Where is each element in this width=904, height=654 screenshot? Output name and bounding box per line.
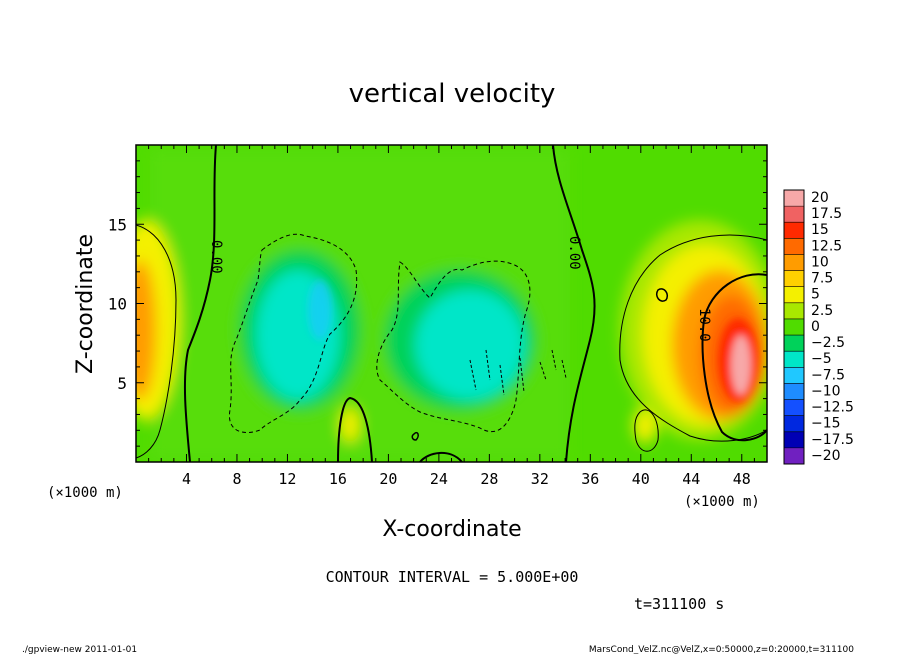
x-tick-label: 32 — [531, 470, 549, 488]
contour-neg-left — [228, 233, 358, 433]
x-axis: 4 8 12 16 20 24 28 32 36 40 44 48 — [148, 145, 755, 488]
footer-right-text: MarsCond_VelZ.nc@VelZ,x=0:50000,z=0:2000… — [589, 645, 854, 654]
colorbar-swatch — [784, 254, 804, 272]
colorbar-swatch — [784, 318, 804, 336]
contour-neg-right — [376, 260, 531, 433]
colorbar-swatch — [784, 399, 804, 417]
contour-zero-bubble-1 — [337, 396, 373, 462]
x-tick-label: 4 — [182, 470, 191, 488]
colorbar-swatch — [784, 270, 804, 288]
colorbar-frame — [783, 189, 805, 465]
colorbar-swatch — [784, 335, 804, 352]
colorbar-label: 12.5 — [811, 238, 842, 254]
colorbar-label: −5 — [811, 351, 832, 367]
contour-label-zero-right: 0.00 — [566, 236, 582, 270]
x-tick-label: 16 — [329, 470, 347, 488]
contour-ten-blob — [655, 288, 669, 302]
chart-title: vertical velocity — [349, 79, 556, 109]
colorbar-label: 17.5 — [811, 206, 842, 222]
x-axis-label: X-coordinate — [382, 517, 521, 542]
y-axis: 5 10 15 — [108, 160, 767, 447]
colorbar-swatch — [784, 190, 804, 207]
y-tick-label: 10 — [108, 295, 127, 314]
colorbar-label: −2.5 — [811, 335, 845, 351]
colorbar-swatch — [784, 431, 804, 449]
colorbar-label: 2.5 — [811, 303, 833, 319]
colorbar-swatch — [784, 238, 804, 255]
colorbar: 2017.51512.5107.552.50−2.5−5−7.5−10−12.5… — [783, 189, 854, 465]
contour-five-bubble — [634, 409, 659, 452]
colorbar-label: 5 — [811, 287, 820, 303]
x-tick-label: 40 — [632, 470, 650, 488]
colorbar-swatch — [784, 286, 804, 304]
field-downdraft-right-core — [415, 290, 525, 400]
contour-neg-streaks — [469, 349, 567, 396]
contours — [136, 145, 767, 462]
colorbar-label: 0 — [811, 319, 820, 335]
contour-labels: 0.00 0.00 10.0 — [208, 236, 712, 342]
colorbar-swatch — [784, 351, 804, 368]
colorbar-swatch — [784, 206, 804, 223]
contour-ten-right — [701, 273, 767, 442]
x-tick-label: 36 — [581, 470, 599, 488]
contour-zero-bubble-2 — [419, 452, 463, 462]
x-tick-label: 48 — [733, 470, 751, 488]
field-right-pink — [731, 335, 751, 395]
x-tick-label: 8 — [232, 470, 241, 488]
contour-zero-left — [183, 145, 217, 462]
colorbar-label: −7.5 — [811, 367, 845, 383]
x-tick-label: 44 — [682, 470, 700, 488]
field-left-orange — [136, 260, 156, 400]
colorbar-label: −17.5 — [811, 432, 854, 448]
colorbar-swatch — [784, 302, 804, 320]
x-tick-label: 20 — [379, 470, 397, 488]
colorbar-label: 10 — [811, 254, 829, 270]
field-downdraft-left-blue — [308, 280, 332, 340]
colorbar-swatch — [784, 222, 804, 239]
x-tick-label: 12 — [278, 470, 296, 488]
colorbar-label: 15 — [811, 222, 829, 238]
x-axis-unit-left: (×1000 m) — [47, 485, 123, 501]
plot-area: 0.00 0.00 10.0 — [136, 145, 767, 462]
colorbar-label: −12.5 — [811, 400, 854, 416]
colorbar-swatch — [784, 447, 804, 465]
x-tick-label: 24 — [430, 470, 448, 488]
footer-left-text: ./gpview-new 2011-01-01 — [22, 645, 137, 654]
contour-interval-text: CONTOUR INTERVAL = 5.000E+00 — [326, 568, 579, 586]
y-tick-label: 15 — [108, 215, 127, 234]
colorbar-label: −20 — [811, 448, 841, 464]
colorbar-label: 7.5 — [811, 271, 833, 287]
colorbar-swatch — [784, 415, 804, 433]
y-axis-label: Z-coordinate — [73, 234, 98, 374]
contour-five-right — [619, 234, 767, 442]
colorbar-label: −10 — [811, 383, 841, 399]
y-tick-label: 5 — [117, 374, 127, 393]
x-axis-unit-right: (×1000 m) — [684, 494, 760, 510]
contour-label-zero-left: 0.00 — [208, 240, 224, 274]
contour-small-loop — [411, 431, 419, 441]
colorbar-label: 20 — [811, 190, 829, 206]
x-tick-label: 28 — [480, 470, 498, 488]
contour-label-ten: 10.0 — [696, 308, 712, 342]
colorbar-swatch — [784, 383, 804, 401]
colorbar-label: −15 — [811, 416, 841, 432]
field-bubble-1 — [340, 407, 360, 443]
contour-five-left — [136, 224, 177, 459]
colorbar-swatch — [784, 367, 804, 384]
time-text: t=311100 s — [634, 595, 724, 613]
contour-zero-right — [552, 145, 596, 462]
